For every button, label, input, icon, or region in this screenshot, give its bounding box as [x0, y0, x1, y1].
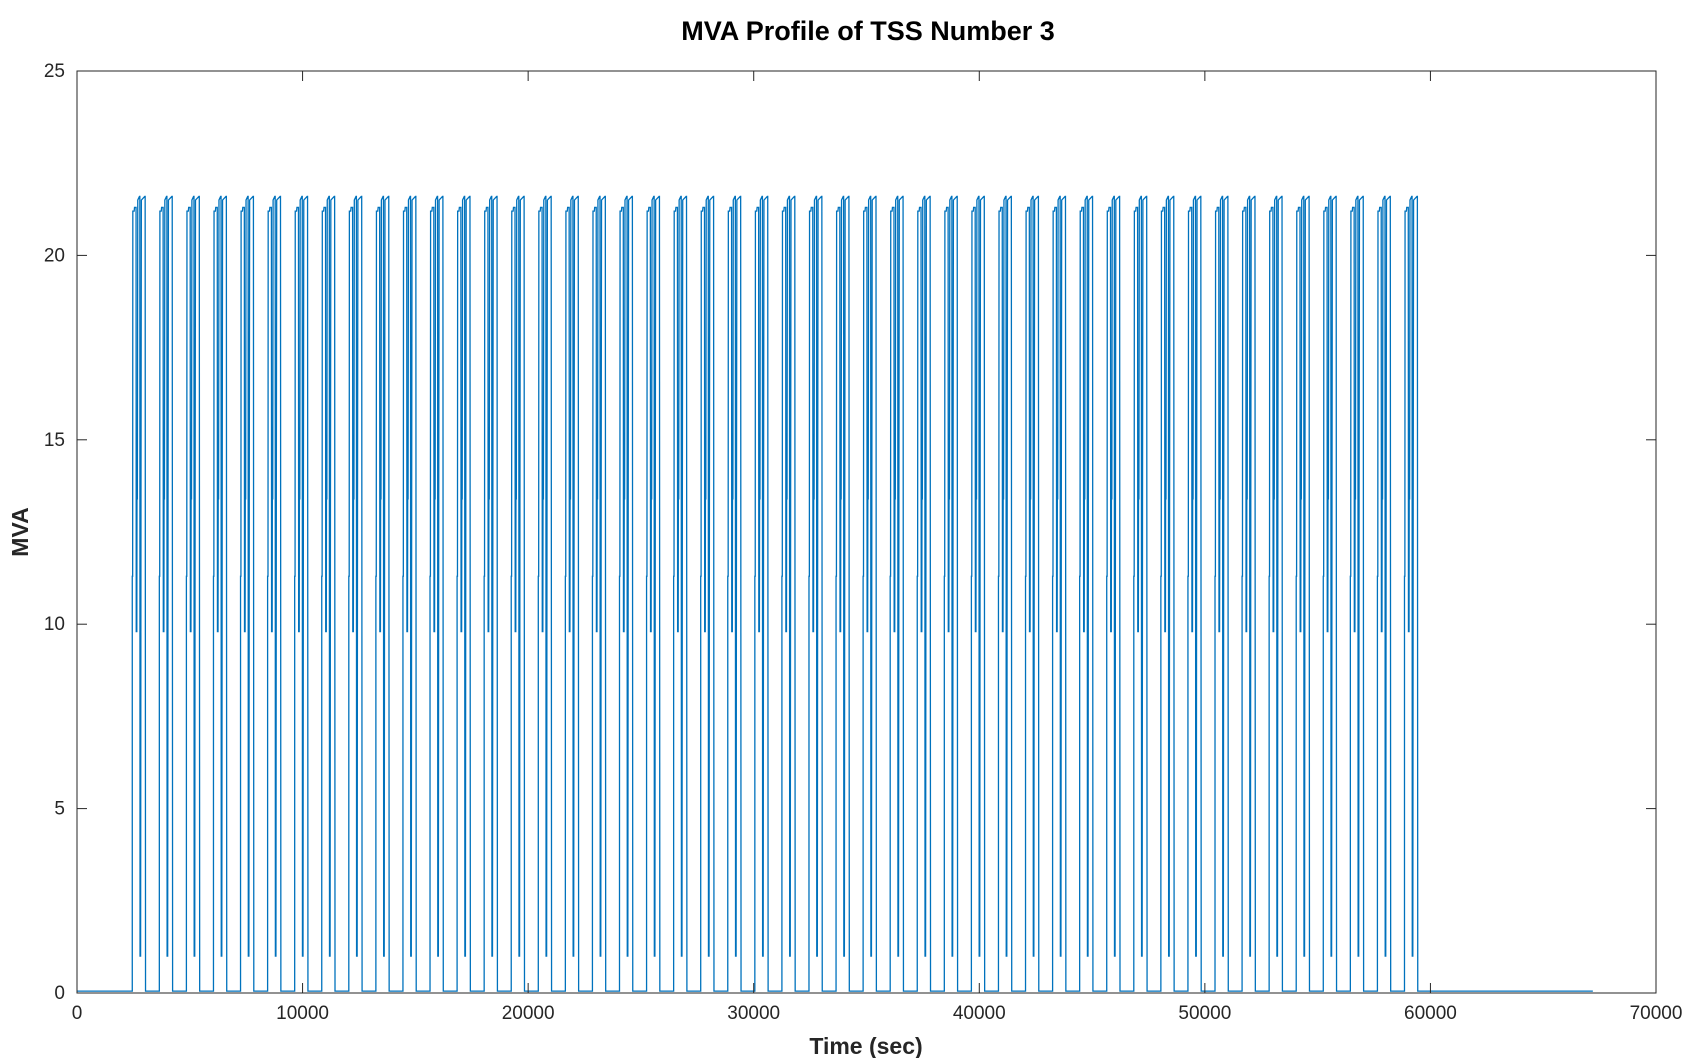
- x-tick-label: 20000: [502, 1003, 555, 1024]
- y-tick-label: 15: [44, 430, 65, 451]
- x-tick-label: 0: [72, 1003, 83, 1024]
- x-tick-label: 50000: [1178, 1003, 1231, 1024]
- x-tick-label: 40000: [953, 1003, 1006, 1024]
- x-tick-label: 60000: [1404, 1003, 1457, 1024]
- axes-box: [76, 70, 1657, 994]
- y-tick-label: 0: [54, 983, 65, 1004]
- x-axis: 0 10000 20000 30000 40000 50000 60000 70000: [72, 71, 1683, 1024]
- x-tick-label: 30000: [727, 1003, 780, 1024]
- y-tick-label: 25: [44, 61, 65, 82]
- series-group: [77, 195, 1593, 992]
- chart-title: MVA Profile of TSS Number 3: [681, 16, 1055, 46]
- series-line: [77, 195, 1593, 992]
- y-axis: 0 5 10 15 20 25: [44, 61, 1656, 1004]
- y-tick-label: 5: [54, 799, 65, 820]
- y-axis-label: MVA: [7, 507, 33, 556]
- y-tick-label: 20: [44, 245, 65, 266]
- x-tick-label: 70000: [1630, 1003, 1683, 1024]
- x-tick-label: 10000: [276, 1003, 329, 1024]
- y-tick-label: 10: [44, 614, 65, 635]
- x-axis-label: Time (sec): [809, 1033, 922, 1058]
